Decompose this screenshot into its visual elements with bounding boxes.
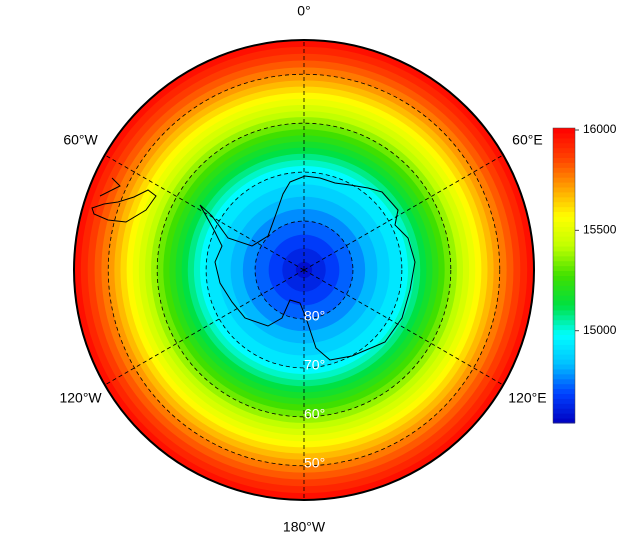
colorbar-step [553,408,575,414]
longitude-line [303,269,504,386]
colorbar-step [553,152,575,158]
longitude-label: 60°E [512,132,543,148]
latitude-line [156,122,452,418]
colorbar-step [553,413,575,419]
colorbar-step [553,393,575,399]
colorbar-step [553,157,575,163]
longitude-label: 0° [297,3,310,19]
south-america-coast [91,177,157,223]
map-border [73,39,535,501]
antarctica-coast [199,175,416,361]
colorbar-step [553,334,575,340]
colorbar-step [553,290,575,296]
colorbar-step [553,309,575,316]
longitude-label: 120°E [508,390,546,406]
colorbar-step [553,368,575,375]
colorbar-step [553,162,575,168]
colorbar-tick-label: 15500 [583,223,617,237]
colorbar-step [553,378,575,385]
colorbar-step [553,132,575,139]
colorbar-step [553,359,575,365]
colorbar-step [553,403,575,409]
colorbar-step [553,280,575,286]
colorbar-step [553,201,575,208]
colorbar-step [553,349,575,355]
latitude-line [254,220,354,320]
colorbar-step [553,182,575,188]
colorbar-step [553,329,575,335]
longitude-label: 120°W [59,390,102,406]
longitude-label: 180°W [283,519,326,535]
colorbar: 15000 15500 16000 [552,122,617,424]
colorbar-step [553,364,575,370]
colorbar-step [553,196,575,203]
colorbar-step [553,231,575,237]
colorbar-step [553,216,575,222]
colorbar-step [553,137,575,144]
graticule [104,40,504,500]
colorbar-step [553,167,575,173]
colorbar-tick-label: 15000 [583,323,617,337]
colorbar-step [553,260,575,267]
colorbar-step [553,373,575,380]
latitude-line [205,171,403,369]
colorbar-step [553,147,575,154]
colorbar-step [553,275,575,281]
longitude-line [104,269,305,386]
colorbar-step [553,206,575,213]
colorbar-step [553,211,575,217]
colorbar-step [553,314,575,321]
colorbar-step [553,388,575,394]
latitude-label: 80° [304,308,325,324]
coastline [91,175,416,361]
colorbar-step [553,246,575,252]
colorbar-step [553,172,575,178]
colorbar-step [553,241,575,247]
colorbar-step [553,418,575,424]
colorbar-step [553,324,575,331]
colorbar-step [553,383,575,390]
colorbar-step [553,255,575,262]
latitude-label: 70° [304,357,325,373]
colorbar-step [553,295,575,301]
colorbar-step [553,226,575,232]
labels: 80° 70° 60° 50° 0° 60°E 120°E 180°W 120°W 60°W [59,3,546,535]
colorbar-step [553,319,575,326]
longitude-line [303,154,504,271]
colorbar-step [553,142,575,149]
colorbar-step [553,270,575,276]
colorbar-step [553,191,575,198]
colorbar-step [553,285,575,291]
colorbar-step [553,221,575,227]
colorbar-step [553,187,575,193]
colorbar-step [553,236,575,242]
latitude-line [107,73,501,467]
colorbar-step [553,339,575,345]
colorbar-frame [552,127,576,424]
colorbar-step [553,354,575,360]
colorbar-step [553,300,575,306]
colorbar-step [553,177,575,183]
colorbar-tick-label: 16000 [583,122,617,136]
latitude-label: 50° [304,454,325,470]
latitude-label: 60° [304,406,325,422]
colorbar-step [553,250,575,257]
colorbar-step [553,344,575,350]
colorbar-step [553,305,575,311]
longitude-label: 60°W [63,132,98,148]
colorbar-step [553,128,575,134]
colorbar-step [553,265,575,272]
colorbar-step [553,398,575,404]
